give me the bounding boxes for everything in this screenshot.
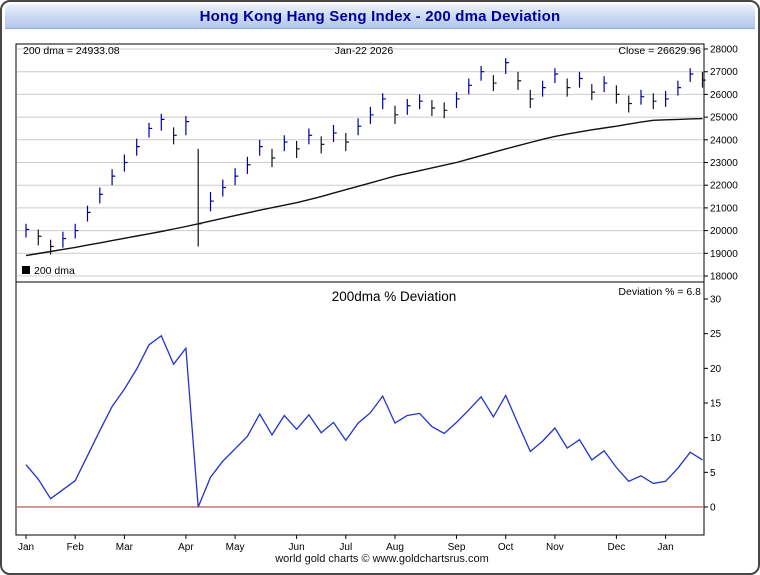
dma-200-line (25, 117, 703, 257)
x-axis-label: Jun (289, 542, 305, 553)
close-value-label: Close = 26629.96 (618, 45, 701, 57)
bottom-panel-border (15, 281, 705, 536)
x-axis-label: Nov (546, 542, 564, 553)
x-axis-label: May (226, 542, 245, 553)
y-axis-label: 19000 (710, 249, 738, 260)
y-axis-label: 20 (710, 364, 722, 375)
y-axis-label: 20000 (710, 226, 738, 237)
y-axis-label: 21000 (710, 203, 738, 214)
y-axis-label: 10 (710, 433, 722, 444)
y-axis-label: 27000 (710, 67, 738, 78)
price-bars-series (25, 58, 706, 255)
y-axis-label: 23000 (710, 158, 738, 169)
y-axis-label: 0 (710, 503, 716, 514)
deviation-panel-title: 200dma % Deviation (332, 289, 457, 304)
x-axis-label: Jan (18, 542, 34, 553)
x-axis-label: Oct (498, 542, 514, 553)
legend-swatch-200dma (22, 266, 30, 274)
date-label: Jan-22 2026 (335, 45, 394, 57)
title-bar: Hong Kong Hang Seng Index - 200 dma Devi… (5, 4, 755, 29)
y-axis-label: 22000 (710, 181, 738, 192)
y-axis-label: 18000 (710, 272, 738, 283)
page-title: Hong Kong Hang Seng Index - 200 dma Devi… (199, 7, 561, 25)
y-axis-label: 30 (710, 295, 722, 306)
dma-value-label: 200 dma = 24933.08 (23, 45, 120, 57)
y-axis-label: 28000 (710, 45, 738, 56)
deviation-value-label: Deviation % = 6.8 (618, 286, 701, 298)
y-axis-label: 5 (710, 468, 716, 479)
legend-label-200dma: 200 dma (34, 265, 75, 277)
y-axis-label: 15 (710, 399, 722, 410)
y-axis-label: 26000 (710, 90, 738, 101)
x-axis-label: Jan (658, 542, 674, 553)
axes: 18000 19000 20000 21000 22000 23000 24000 25000… (18, 45, 738, 554)
x-axis-label: Mar (116, 542, 134, 553)
x-axis-label: Sep (448, 542, 466, 553)
x-axis-label: Apr (178, 542, 194, 553)
deviation-line (25, 334, 703, 508)
y-axis-label: 25000 (710, 113, 738, 124)
x-axis-label: Dec (608, 542, 626, 553)
x-axis-label: Feb (67, 542, 85, 553)
x-axis-label: Aug (386, 542, 404, 553)
footer-credit: world gold charts © www.goldchartsrus.co… (274, 553, 489, 565)
x-axis-label: Jul (339, 542, 352, 553)
y-axis-label: 24000 (710, 135, 738, 146)
top-panel-gridlines (17, 48, 703, 277)
y-axis-label: 25 (710, 329, 722, 340)
